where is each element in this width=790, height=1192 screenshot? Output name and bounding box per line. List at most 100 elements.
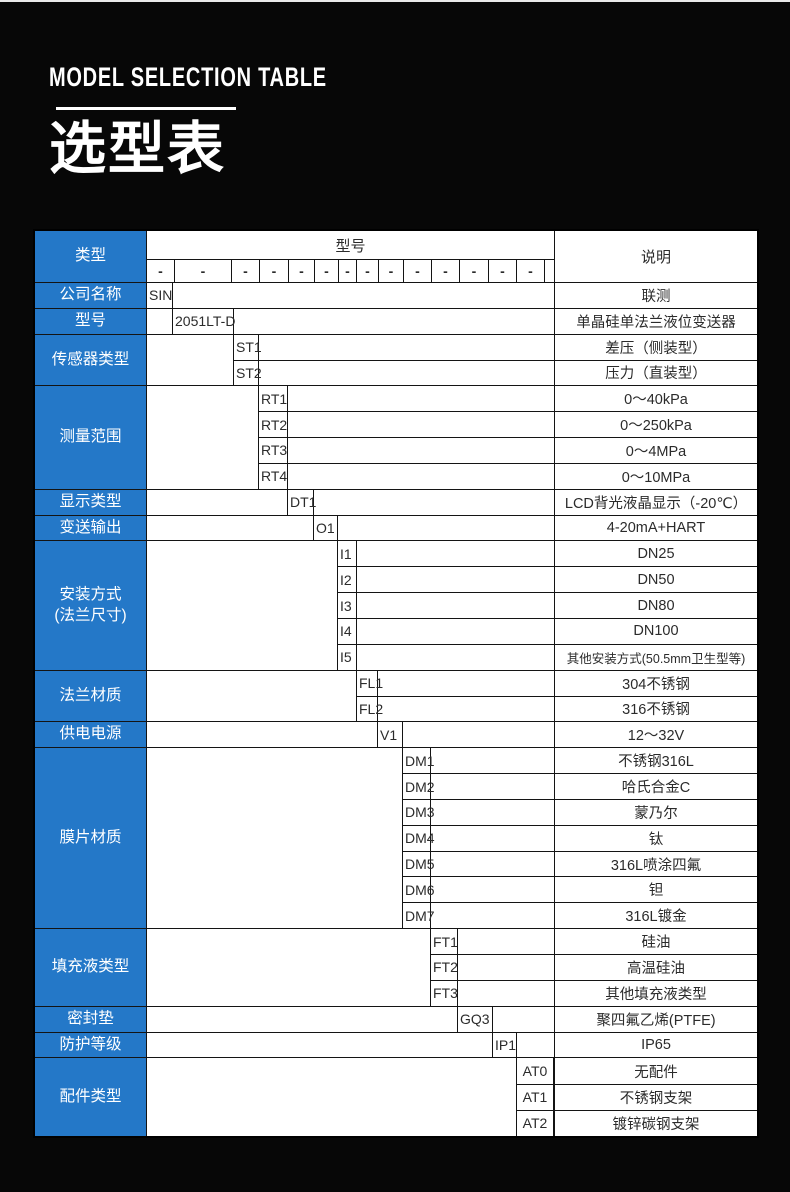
option-code-cell: DM2: [403, 774, 435, 799]
merged-spacer-cell: [147, 334, 234, 386]
row-filler: [173, 283, 554, 308]
section-row: 密封垫 GQ3 聚四氟乙烯(PTFE): [35, 1006, 757, 1033]
page-title: 选型表: [49, 117, 226, 181]
option-row: ST2 压力（直装型）: [234, 360, 757, 386]
option-code-cell: RT2: [259, 412, 288, 438]
eyebrow-title: MODEL SELECTION TABLE: [49, 62, 327, 92]
option-description-cell: 差压（侧装型）: [554, 334, 757, 360]
option-row: 2051LT-D 单晶硅单法兰液位变送器: [173, 308, 757, 334]
row-filler: [378, 671, 554, 696]
category-label: 防护等级: [35, 1032, 147, 1058]
option-row: DM4 钛: [403, 825, 757, 852]
row-filler: [288, 386, 554, 411]
option-code-cell: RT1: [259, 386, 288, 412]
option-rows: FT1 硅油 FT2 高温硅油 FT3 其他填充液类型: [431, 929, 757, 1006]
option-row: FT3 其他填充液类型: [431, 980, 757, 1006]
merged-spacer-cell: [147, 670, 357, 722]
merged-spacer-cell: [147, 308, 173, 334]
row-filler: [431, 852, 554, 877]
option-code-cell: I5: [338, 644, 357, 670]
option-code-cell: FT2: [431, 955, 458, 980]
option-row: DM5 316L喷涂四氟: [403, 851, 757, 878]
row-filler: [357, 541, 554, 566]
option-row: SIN 联测: [147, 283, 757, 308]
row-filler: [259, 335, 554, 360]
option-row: DM3 蒙乃尔: [403, 799, 757, 826]
option-description-cell: 不锈钢支架: [554, 1084, 757, 1110]
option-code-cell: AT2: [517, 1110, 554, 1136]
option-row: DM1 不锈钢316L: [403, 748, 757, 775]
option-description-cell: 316L镀金: [554, 903, 757, 929]
dash-cell: -: [517, 260, 545, 282]
option-code-cell: I4: [338, 618, 357, 644]
option-row: V1 12～32V: [378, 722, 757, 748]
merged-spacer-cell: [147, 386, 259, 489]
option-description-cell: 0～40kPa: [554, 386, 757, 412]
option-row: I2 DN50: [338, 567, 757, 594]
dash-cell: -: [460, 260, 489, 282]
model-selection-table: 类型 型号 -------------- 说明 公司名称 SIN 联测 型号 2051L…: [33, 229, 759, 1138]
option-code-cell: FT3: [431, 980, 458, 1006]
option-description-cell: 压力（直装型）: [554, 360, 757, 386]
dash-cell: -: [289, 260, 315, 282]
option-description-cell: DN80: [554, 593, 757, 618]
option-rows: 2051LT-D 单晶硅单法兰液位变送器: [173, 308, 757, 334]
option-rows: DT1 LCD背光液晶显示（-20℃）: [288, 489, 757, 515]
option-code-cell: DM5: [403, 851, 435, 877]
merged-spacer-cell: [147, 489, 288, 515]
option-code-cell: 2051LT-D: [173, 308, 235, 334]
section-row: 变送输出 O1 4-20mA+HART: [35, 515, 757, 542]
merged-spacer-cell: [147, 541, 338, 670]
merged-spacer-cell: [147, 722, 378, 748]
category-label-text: 填充液类型: [51, 957, 130, 975]
option-rows: O1 4-20mA+HART: [314, 515, 757, 541]
row-filler: [357, 593, 554, 618]
option-rows: DM1 不锈钢316L DM2 哈氏合金C DM3 蒙乃尔 DM4 钛 DM5 316L喷涂四氟 D…: [403, 748, 757, 929]
section-row: 膜片材质 DM1 不锈钢316L DM2 哈氏合金C DM3 蒙乃尔 DM4 钛 DM5 316L喷…: [35, 748, 757, 930]
option-code-cell: RT3: [259, 438, 288, 463]
option-rows: V1 12～32V: [378, 722, 757, 748]
dash-row: --------------: [147, 260, 554, 282]
row-filler: [493, 1007, 554, 1032]
dash-cell: -: [147, 260, 175, 282]
option-code-cell: I2: [338, 567, 357, 593]
row-filler: [357, 567, 554, 592]
option-description-cell: 316不锈钢: [554, 696, 757, 722]
option-row: DM6 钽: [403, 877, 757, 904]
row-filler: [431, 826, 554, 851]
category-label: 变送输出: [35, 515, 147, 541]
option-code-cell: FL2: [357, 696, 383, 722]
merged-spacer-cell: [147, 515, 314, 541]
option-rows: RT1 0～40kPa RT2 0～250kPa RT3 0～4MPa RT4 0～10MPa: [259, 386, 757, 489]
option-description-cell: 聚四氟乙烯(PTFE): [554, 1006, 757, 1032]
option-row: I3 DN80: [338, 593, 757, 619]
option-code-cell: SIN: [147, 283, 173, 308]
dash-cell: -: [339, 260, 357, 282]
option-description-cell: 其他安装方式(50.5mm卫生型等): [554, 644, 757, 670]
section-row: 防护等级 IP1 IP65: [35, 1032, 757, 1059]
option-description-cell: DN50: [554, 567, 757, 593]
option-row: FL2 316不锈钢: [357, 696, 757, 722]
dash-cell: -: [315, 260, 339, 282]
option-row: RT1 0～40kPa: [259, 386, 757, 413]
category-label-text: 密封垫: [67, 1009, 114, 1027]
category-label-text: 安装方式: [59, 585, 122, 603]
section-row: 型号 2051LT-D 单晶硅单法兰液位变送器: [35, 308, 757, 335]
category-label-text: 测量范围: [59, 428, 122, 446]
option-row: IP1 IP65: [493, 1032, 757, 1058]
option-code-cell: DM7: [403, 903, 435, 929]
row-filler: [458, 981, 554, 1006]
table-body: 公司名称 SIN 联测 型号 2051LT-D 单晶硅单法兰液位变送器 传感器类型 ST1 差压…: [35, 283, 757, 1136]
option-code-cell: DT1: [288, 489, 316, 515]
category-label: 公司名称: [35, 283, 147, 308]
option-code-cell: DM3: [403, 799, 435, 825]
option-description-cell: 哈氏合金C: [554, 774, 757, 799]
row-filler: [338, 516, 554, 541]
option-description-cell: 钽: [554, 877, 757, 903]
option-description-cell: 联测: [554, 283, 757, 308]
option-code-cell: I3: [338, 593, 357, 618]
option-row: ST1 差压（侧装型）: [234, 334, 757, 361]
option-code-cell: DM6: [403, 877, 435, 903]
row-filler: [357, 619, 554, 644]
